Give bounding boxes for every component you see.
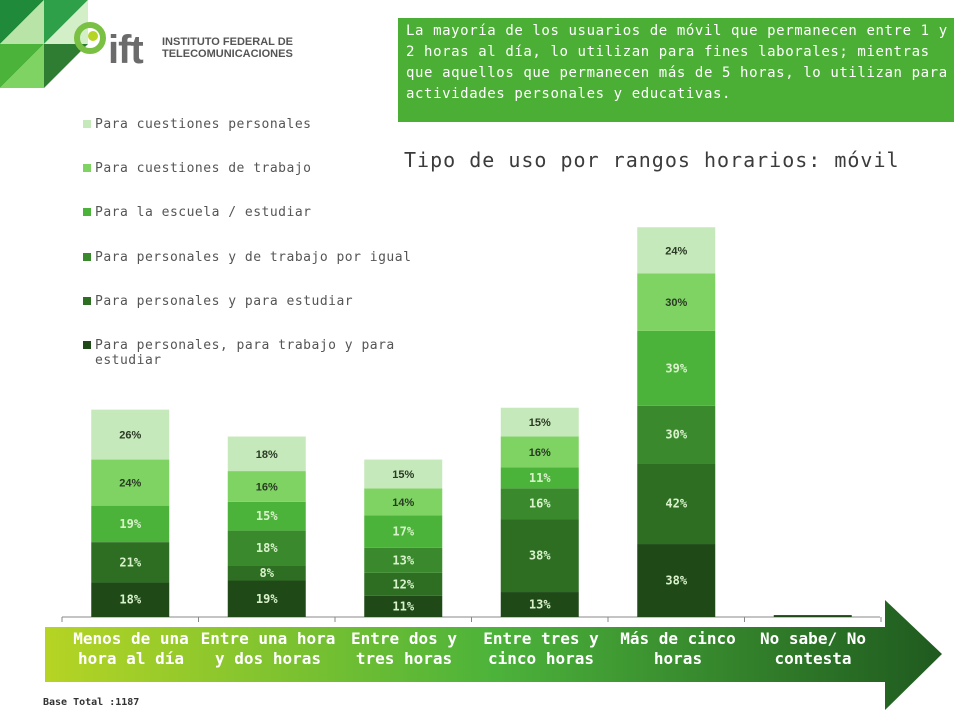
bar-value-label: 38% [529, 549, 551, 563]
bar-segment [637, 273, 716, 331]
bar-segment [500, 488, 579, 520]
legend-swatch [83, 253, 91, 261]
bar-value-label: 13% [529, 598, 551, 612]
bar-value-label: 15% [392, 469, 414, 481]
logo-emblem [74, 22, 106, 54]
bar-value-label: 16% [529, 497, 551, 511]
bar-value-label: 26% [119, 430, 141, 442]
bar-segment [500, 592, 579, 617]
bar-value-label: 18% [119, 593, 141, 607]
logo-name-line2: TELECOMUNICACIONES [162, 48, 293, 60]
bar-value-label: 15% [256, 509, 278, 523]
bar-segment [637, 405, 716, 464]
logo-wordmark: ift [108, 28, 144, 72]
legend-label: Para personales, para trabajo y para est… [95, 338, 395, 368]
bar-segment [227, 436, 306, 472]
bar-segment [91, 459, 170, 506]
x-axis-ticks [61, 617, 882, 622]
logo-name-line1: INSTITUTO FEDERAL DE [162, 36, 293, 48]
bar-value-label: 42% [665, 497, 687, 511]
bar-segment [227, 580, 306, 617]
summary-callout: La mayoría de los usuarios de móvil que … [398, 18, 954, 122]
bar-segment [364, 459, 443, 489]
bar-segment [91, 505, 170, 543]
bar-segment [364, 547, 443, 573]
bar-segment [227, 565, 306, 581]
bar-segment [91, 409, 170, 460]
bar-segment [227, 471, 306, 502]
bar-value-label: 11% [529, 471, 551, 485]
bar-value-label: 18% [256, 541, 278, 555]
bar-segment [364, 572, 443, 596]
bar-value-label: 21% [119, 555, 141, 569]
bar-value-label: 30% [665, 428, 687, 442]
legend-swatch [83, 341, 91, 349]
legend-swatch [83, 297, 91, 305]
bar-value-label: 17% [392, 525, 414, 539]
category-label: Entre una hora y dos horas [200, 629, 336, 668]
bar-value-label: 8% [260, 566, 275, 580]
legend-label: Para cuestiones personales [95, 117, 312, 132]
category-label: Más de cinco horas [620, 629, 736, 668]
bar-value-label: 30% [665, 297, 687, 309]
bar-segment [364, 515, 443, 548]
bar-segment [637, 544, 716, 617]
bar-value-label: 12% [392, 577, 414, 591]
bar-value-label: 19% [256, 592, 278, 606]
legend-swatch [83, 120, 91, 128]
bar-segment [227, 501, 306, 531]
logo-institution-name: INSTITUTO FEDERAL DE TELECOMUNICACIONES [162, 36, 302, 60]
bar-value-label: 24% [119, 478, 141, 490]
bar-segment [773, 615, 852, 617]
bar-segment [500, 436, 579, 468]
bar-value-label: 14% [392, 497, 414, 509]
chart-title: Tipo de uso por rangos horarios: móvil [404, 148, 900, 172]
bar-segment [500, 467, 579, 489]
bar-segment [227, 530, 306, 566]
bar-value-label: 11% [392, 599, 414, 613]
bar-value-label: 16% [529, 447, 551, 459]
bar-value-label: 16% [256, 481, 278, 493]
bar-value-label: 15% [529, 417, 551, 429]
legend-label: Para personales y de trabajo por igual [95, 250, 412, 265]
bar-segment [500, 407, 579, 437]
legend-label: Para la escuela / estudiar [95, 205, 312, 220]
bar-value-label: 19% [119, 517, 141, 531]
category-label: Entre tres y cinco horas [483, 629, 599, 668]
legend-swatch [83, 208, 91, 216]
bar-value-label: 39% [665, 361, 687, 375]
corner-pattern [0, 0, 88, 88]
bar-segment [637, 330, 716, 406]
legend-label: Para cuestiones de trabajo [95, 161, 312, 176]
category-label: Menos de una hora al día [73, 629, 189, 668]
bar-value-label: 18% [256, 449, 278, 461]
bar-segment [500, 519, 579, 593]
category-arrow [45, 600, 942, 710]
bar-segment [637, 227, 716, 274]
bar-segment [637, 463, 716, 545]
base-note: Base Total :1187 [43, 697, 140, 708]
bar-segment [364, 595, 443, 617]
category-label: No sabe/ No contesta [760, 629, 866, 668]
bar-segment [91, 582, 170, 617]
bar-value-label: 24% [665, 245, 687, 257]
legend-swatch [83, 164, 91, 172]
bar-value-label: 38% [665, 574, 687, 588]
legend-label: Para personales y para estudiar [95, 294, 354, 309]
bar-segment [364, 488, 443, 516]
category-label: Entre dos y tres horas [351, 629, 457, 668]
bar-value-label: 13% [392, 553, 414, 567]
bar-segment [91, 542, 170, 583]
chart-bars: 18% 21% 19% 24% 26% 19% 8% 18% 15% 16% 18% 11% 12% 13… [91, 227, 852, 617]
